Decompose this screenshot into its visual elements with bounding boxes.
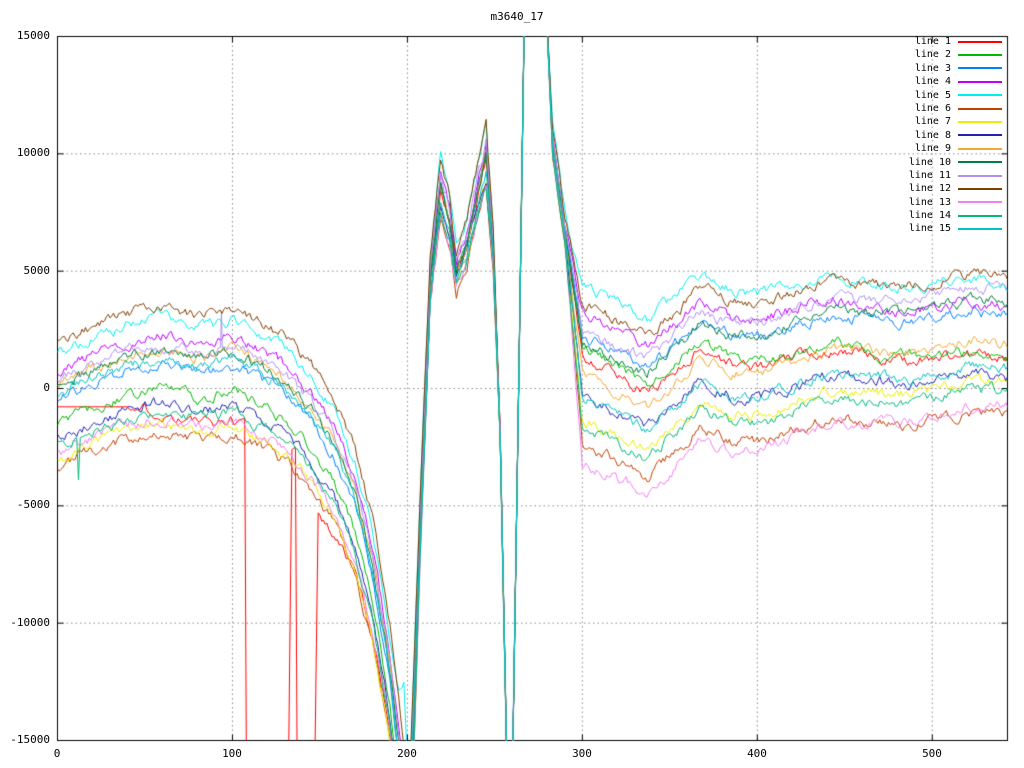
legend-item: line 1: [909, 35, 1002, 48]
legend-item-label: line 4: [914, 76, 951, 88]
y-tick-label: 10000: [16, 146, 50, 159]
y-tick-label: -10000: [10, 616, 50, 629]
y-tick-label: 0: [43, 381, 50, 394]
legend-line-sample: [958, 228, 1002, 231]
legend-item-label: line 13: [908, 196, 951, 208]
x-tick-label: 100: [222, 747, 242, 760]
legend-item: line 10: [909, 156, 1002, 169]
legend-item-label: line 7: [914, 116, 951, 128]
legend-item-label: line 12: [908, 183, 951, 195]
legend-item: line 11: [909, 169, 1002, 182]
legend-item-label: line 6: [914, 102, 951, 114]
legend-line-sample: [958, 174, 1002, 177]
x-tick-label: 200: [397, 747, 417, 760]
y-tick-label: 15000: [16, 29, 50, 42]
legend-line-sample: [958, 161, 1002, 164]
y-tick-label: -5000: [16, 498, 50, 511]
legend-line-sample: [958, 107, 1002, 110]
legend-item: line 6: [909, 102, 1002, 115]
legend-item: line 9: [909, 142, 1002, 155]
legend-item: line 8: [909, 129, 1002, 142]
x-tick-label: 0: [53, 747, 61, 760]
legend-item: line 3: [909, 62, 1002, 75]
legend-item: line 7: [909, 115, 1002, 128]
y-tick-label: 5000: [23, 264, 51, 277]
legend-item: line 13: [909, 196, 1002, 209]
legend-line-sample: [958, 40, 1002, 43]
legend-item-label: line 15: [908, 223, 951, 235]
legend-item: line 12: [909, 182, 1002, 195]
legend-item: line 2: [909, 48, 1002, 61]
legend-line-sample: [958, 187, 1002, 190]
legend-item-label: line 8: [914, 129, 951, 141]
legend-item: line 14: [909, 209, 1002, 222]
legend-line-sample: [958, 201, 1002, 204]
legend-line-sample: [958, 134, 1002, 137]
legend-item: line 5: [909, 89, 1002, 102]
x-tick-label: 400: [747, 747, 767, 760]
chart-title: m3640_17: [490, 10, 544, 23]
legend-line-sample: [958, 67, 1002, 70]
legend-line-sample: [958, 80, 1002, 83]
legend: line 1 line 2 line 3 line 4 line 5 line …: [909, 35, 1002, 236]
legend-line-sample: [958, 121, 1002, 124]
legend-line-sample: [958, 54, 1002, 57]
y-tick-label: -15000: [10, 733, 50, 746]
plot-area: [57, 36, 1008, 740]
legend-item-label: line 9: [914, 143, 951, 155]
legend-item-label: line 10: [908, 156, 951, 168]
legend-line-sample: [958, 147, 1002, 150]
legend-item: line 4: [909, 75, 1002, 88]
legend-item-label: line 3: [914, 62, 951, 74]
legend-item-label: line 1: [914, 36, 951, 47]
legend-line-sample: [958, 214, 1002, 217]
x-tick-label: 500: [922, 747, 942, 760]
legend-item-label: line 14: [908, 210, 951, 222]
legend-item: line 15: [909, 222, 1002, 235]
legend-item-label: line 5: [914, 89, 951, 101]
x-tick-label: 300: [572, 747, 592, 760]
legend-item-label: line 2: [914, 49, 951, 61]
legend-line-sample: [958, 94, 1002, 97]
legend-item-label: line 11: [908, 169, 951, 181]
